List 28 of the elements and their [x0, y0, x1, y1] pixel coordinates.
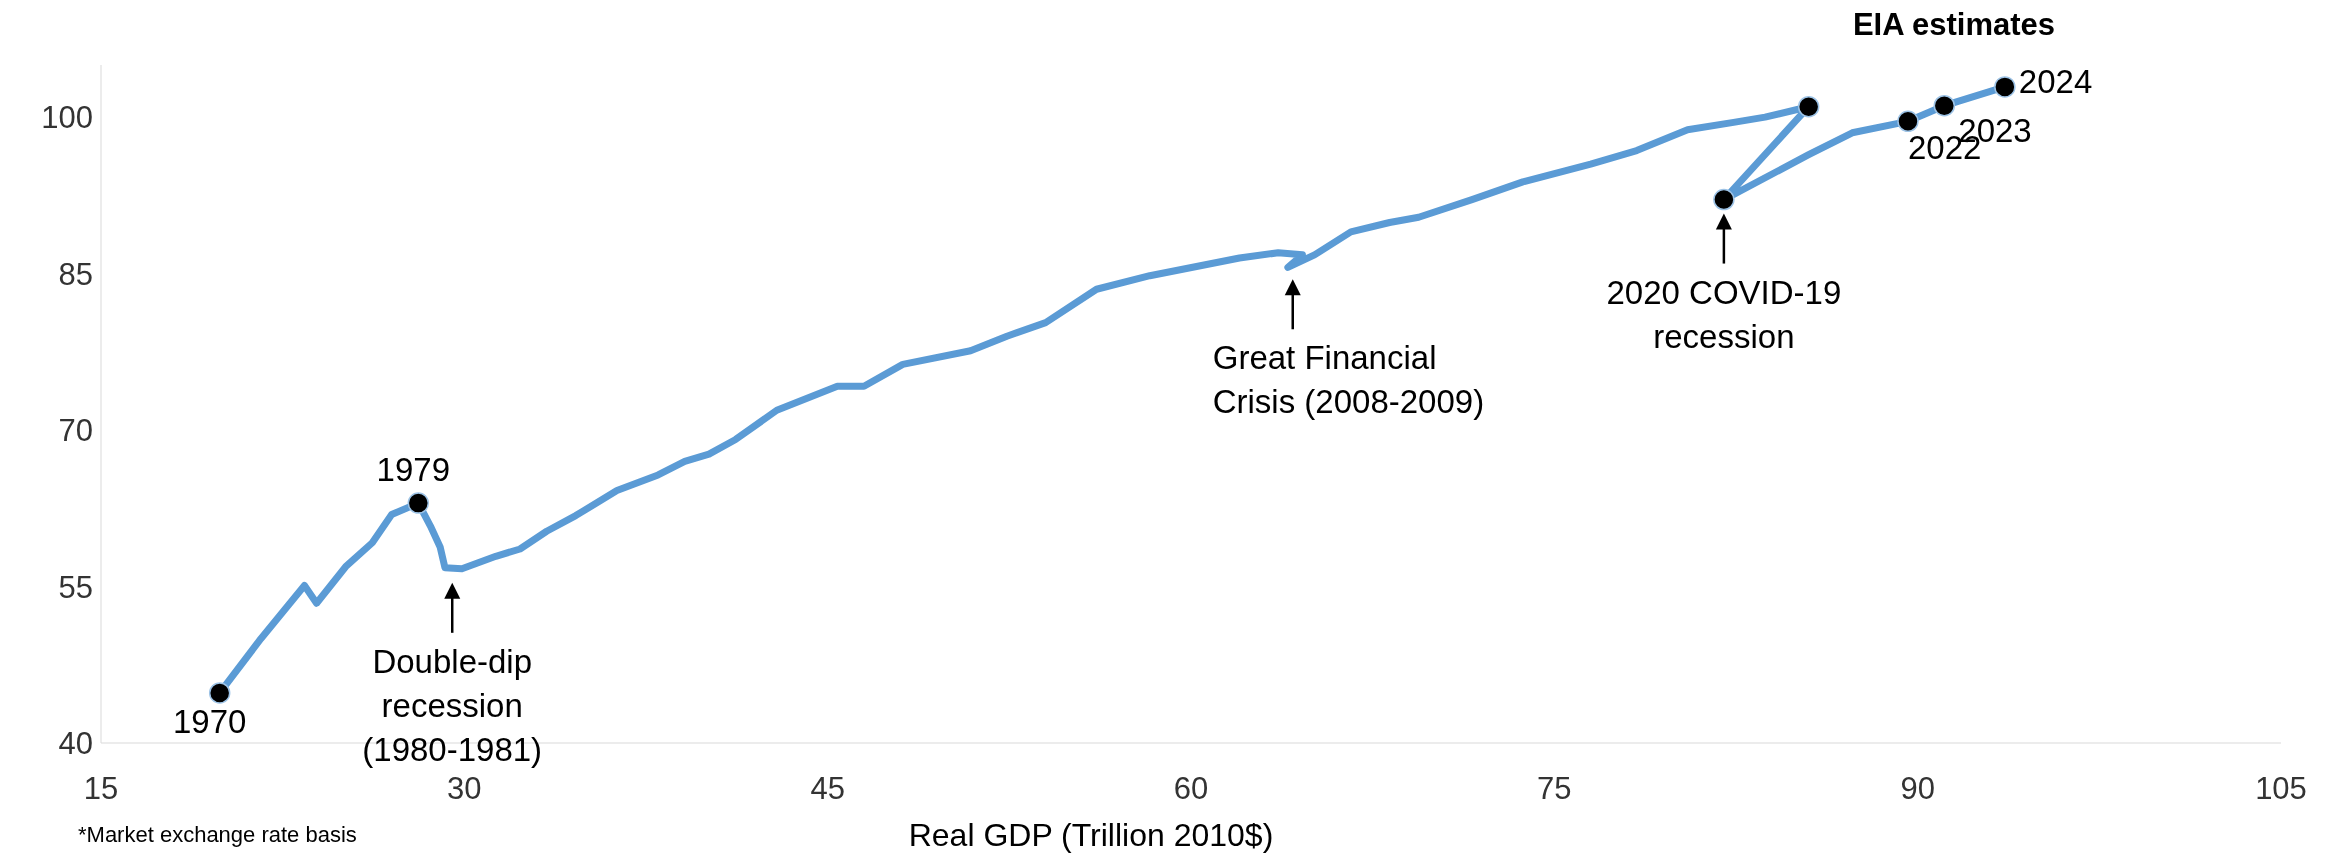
point — [1797, 95, 1820, 118]
point — [1933, 94, 1956, 117]
x-tick-label: 90 — [1900, 771, 1935, 807]
x-tick-label: 45 — [810, 771, 845, 807]
x-tick-label: 30 — [447, 771, 482, 807]
y-tick-label: 70 — [58, 413, 93, 449]
text: EIA estimates — [1852, 7, 2056, 42]
text: *Market exchange rate basis — [78, 822, 357, 847]
x-axis-title: Real GDP (Trillion 2010$) — [908, 817, 1274, 853]
point — [1897, 110, 1919, 133]
annotation: 2020 COVID-19 recession — [1606, 273, 1842, 355]
annotation: 1970 — [172, 702, 247, 740]
point — [1994, 76, 2016, 98]
x-tick-label: 15 — [83, 771, 119, 807]
annotation: Double-dip recession (1980-1981) — [362, 642, 543, 768]
y-tick-label: 100 — [41, 100, 93, 136]
annotation: 2024 — [2018, 62, 2093, 100]
point — [1713, 188, 1735, 211]
y-tick-label: 85 — [58, 256, 93, 292]
annotation: 1979 — [376, 451, 451, 489]
x-tick-label: 75 — [1537, 771, 1572, 807]
x-tick-label: 105 — [2255, 771, 2307, 807]
x-tick-label: 60 — [1173, 771, 1209, 807]
y-tick-label: 40 — [58, 726, 93, 762]
y-tick-label: 55 — [58, 569, 93, 605]
annotation: Great Financial Crisis (2008-2009) — [1212, 339, 1485, 421]
point — [407, 492, 430, 514]
point — [208, 682, 231, 704]
